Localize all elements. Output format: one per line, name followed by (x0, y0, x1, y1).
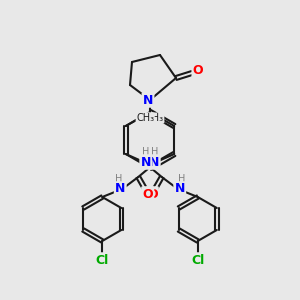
Text: H: H (142, 147, 149, 157)
Text: Cl: Cl (191, 254, 204, 266)
Text: CH₃: CH₃ (136, 113, 154, 123)
Text: O: O (142, 188, 153, 200)
Text: O: O (147, 188, 158, 200)
Text: Cl: Cl (96, 254, 109, 266)
Text: N: N (141, 155, 151, 169)
Text: H: H (151, 147, 158, 157)
Text: N: N (175, 182, 185, 196)
Text: CH₃: CH₃ (146, 113, 164, 123)
Text: N: N (149, 155, 159, 169)
Text: H: H (178, 174, 185, 184)
Text: N: N (143, 94, 153, 106)
Text: N: N (115, 182, 125, 196)
Text: H: H (115, 174, 122, 184)
Text: O: O (193, 64, 203, 77)
